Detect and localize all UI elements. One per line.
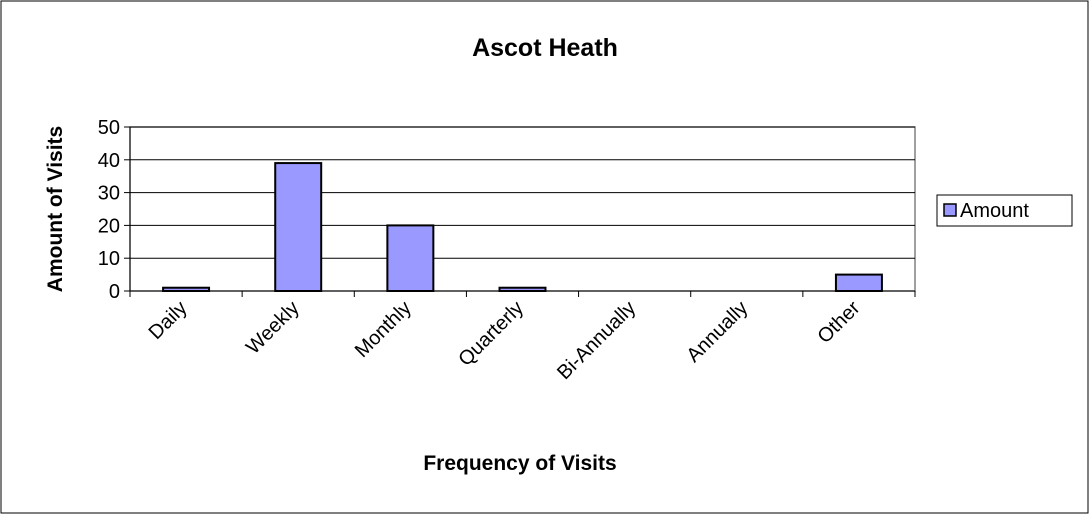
y-tick-label: 10 bbox=[98, 248, 120, 270]
legend-swatch bbox=[943, 203, 957, 217]
y-tick-label: 0 bbox=[109, 281, 120, 303]
y-axis-label: Amount of Visits bbox=[44, 126, 67, 292]
x-axis-label: Frequency of Visits bbox=[423, 452, 616, 475]
y-tick-label: 30 bbox=[98, 183, 120, 205]
bar bbox=[274, 162, 323, 292]
bar bbox=[834, 273, 883, 293]
bar bbox=[498, 286, 547, 293]
chart-title: Ascot Heath bbox=[472, 34, 618, 62]
y-tick-label: 40 bbox=[98, 150, 120, 172]
y-tick-label: 20 bbox=[98, 215, 120, 237]
bar bbox=[386, 224, 435, 292]
plot-area bbox=[129, 126, 916, 292]
bar bbox=[162, 286, 211, 293]
y-tick-label: 50 bbox=[98, 117, 120, 139]
legend-label: Amount bbox=[960, 200, 1029, 222]
legend bbox=[936, 194, 1073, 227]
